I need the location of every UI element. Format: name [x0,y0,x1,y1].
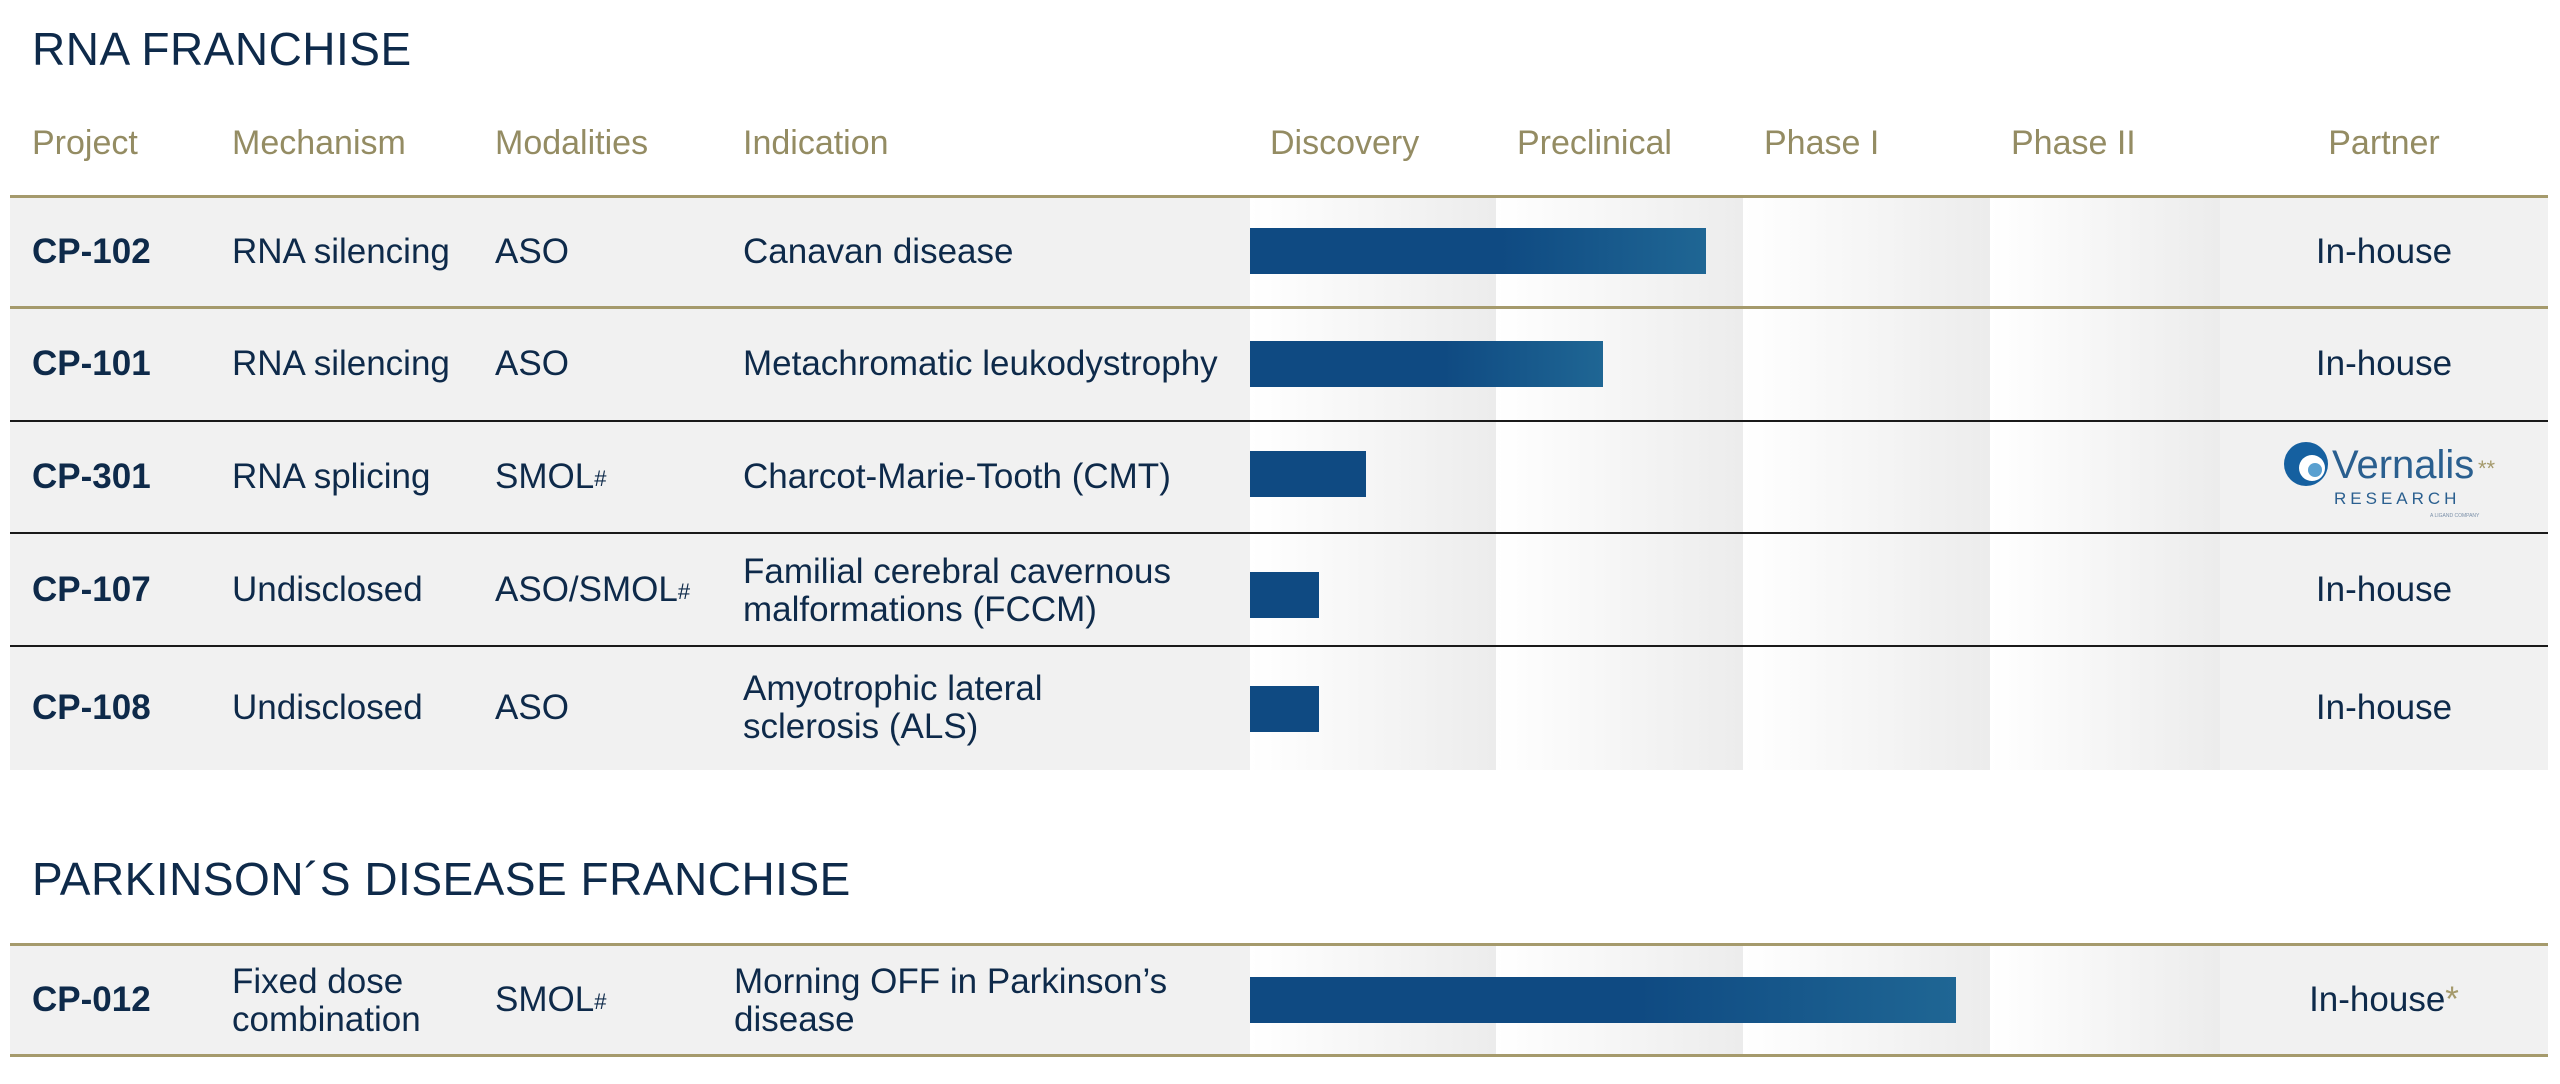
indication-cell: Amyotrophic lateral [743,669,1043,708]
stage-column-preclinical [1496,197,1743,770]
indication-cell: Morning OFF in Parkinson’s [734,962,1168,1001]
project-id: CP-107 [32,570,151,609]
col-header-project: Project [32,124,138,162]
footnote-mark: # [677,579,691,604]
progress-bar [1250,977,1956,1023]
partner-cell: In-house [2315,232,2453,271]
partner-cell: In-house* [2309,980,2459,1019]
rna-table-left-band [10,197,1250,770]
project-id: CP-102 [32,232,151,271]
col-header-mechanism: Mechanism [232,124,406,162]
indication-cell: Charcot-Marie-Tooth (CMT) [743,457,1171,496]
logo-tagline: A LIGAND COMPANY [2430,513,2480,519]
row-divider [10,306,2548,309]
modality-cell: ASO [495,688,569,727]
col-header-discovery: Discovery [1270,124,1420,162]
modality-cell: SMOL# [495,457,607,496]
indication-cell: Familial cerebral cavernous [743,552,1171,591]
indication-cell: Metachromatic leukodystrophy [743,344,1218,383]
project-id: CP-301 [32,457,151,496]
header-divider [10,195,2548,198]
logo-subtitle: RESEARCH [2334,489,2460,508]
partner-cell: In-house [2315,688,2453,727]
footnote-mark: # [594,989,607,1014]
mechanism-cell-line2: combination [232,1000,421,1039]
pd-bottom-divider [10,1054,2548,1057]
mechanism-cell: Fixed dose [232,962,404,1001]
row-divider [10,420,2548,422]
progress-bar [1250,228,1706,274]
progress-bar [1250,451,1366,497]
project-id: CP-012 [32,980,151,1019]
col-header-partner: Partner [2328,124,2440,162]
modality-cell: SMOL# [495,980,607,1019]
col-header-indication: Indication [743,124,889,162]
stage-column-phase1 [1743,197,1990,770]
footnote-mark: * [2445,980,2459,1019]
modality-cell: ASO [495,344,569,383]
mechanism-cell: Undisclosed [232,570,423,609]
project-id: CP-101 [32,344,151,383]
modality-cell: ASO [495,232,569,271]
footnote-mark: # [594,466,607,491]
mechanism-cell: RNA splicing [232,457,431,496]
partner-cell: In-house [2315,570,2453,609]
mechanism-cell: RNA silencing [232,344,450,383]
pd-table-left-band [10,946,1250,1054]
col-header-phase1: Phase I [1764,124,1880,162]
rna-section-title: RNA FRANCHISE [32,23,412,75]
pd-section-title: PARKINSON´S DISEASE FRANCHISE [32,853,851,905]
col-header-modalities: Modalities [495,124,649,162]
partner-cell: In-house [2315,344,2453,383]
mechanism-cell: Undisclosed [232,688,423,727]
indication-cell: Canavan disease [743,232,1014,271]
progress-bar [1250,686,1319,732]
row-divider [10,532,2548,534]
modality-cell: ASO/SMOL# [495,570,691,609]
pd-top-divider [10,943,2548,946]
project-id: CP-108 [32,688,151,727]
progress-bar [1250,572,1319,618]
stage-column-phase2 [1990,946,2220,1054]
logo-wordmark: Vernalis [2332,443,2474,487]
col-header-preclinical: Preclinical [1517,124,1672,162]
progress-bar [1250,341,1603,387]
mechanism-cell: RNA silencing [232,232,450,271]
vernalis-research-logo: Vernalis ** RESEARCH A LIGAND COMPANY [2284,442,2496,519]
col-header-phase2: Phase II [2011,124,2136,162]
row-divider [10,645,2548,647]
logo-footnote-mark: ** [2478,456,2496,481]
partner-column [2220,946,2548,1054]
partner-column [2220,197,2548,770]
indication-cell-line2: sclerosis (ALS) [743,707,979,746]
indication-cell-line2: malformations (FCCM) [743,590,1097,629]
stage-column-phase2 [1990,197,2220,770]
indication-cell-line2: disease [734,1000,855,1039]
